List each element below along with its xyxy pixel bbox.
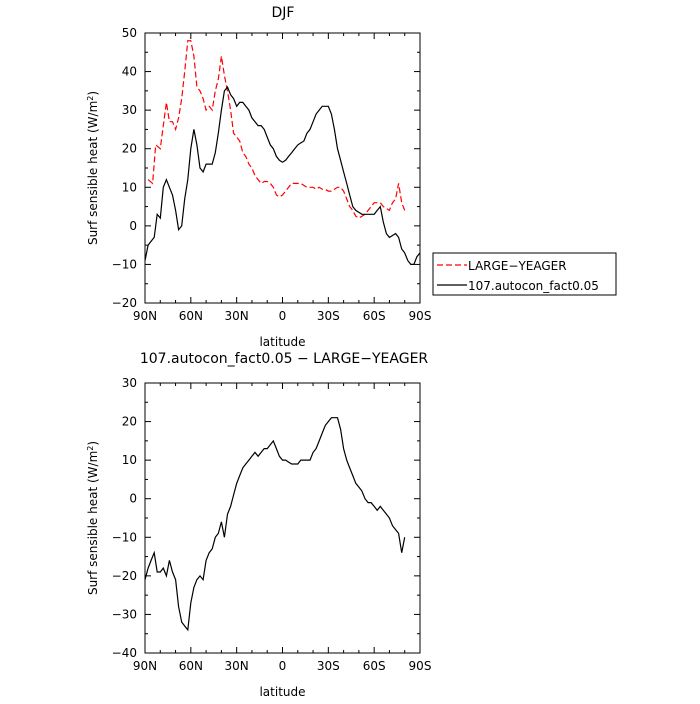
legend-label: 107.autocon_fact0.05 [468, 279, 599, 293]
series-line-107-autocon-fact0-05 [145, 85, 420, 265]
y-axis-label-main: Surf sensible heat (W/m [86, 101, 100, 245]
y-tick-label: 20 [122, 142, 137, 156]
y-axis-label-main: Surf sensible heat (W/m [86, 451, 100, 595]
legend: LARGE−YEAGER 107.autocon_fact0.05 [432, 252, 617, 296]
plot-frame [144, 32, 421, 304]
y-axis-label-sup: 2 [86, 446, 95, 451]
y-axis-label-close: ) [86, 441, 100, 446]
plot-frame [144, 382, 421, 654]
x-tick-label: 30N [225, 659, 249, 673]
y-tick-label: −20 [112, 569, 137, 583]
x-axis-label: latitude [259, 685, 305, 699]
x-tick-label: 90N [133, 309, 157, 323]
chart-title: 107.autocon_fact0.05 − LARGE−YEAGER [140, 351, 429, 367]
x-tick-label: 30S [317, 309, 340, 323]
x-axis-label: latitude [259, 335, 305, 349]
y-tick-label: −10 [112, 530, 137, 544]
y-tick-label: 10 [122, 180, 137, 194]
x-tick-label: 0 [279, 659, 287, 673]
x-tick-label: 60S [363, 659, 386, 673]
y-axis-label-sup: 2 [86, 96, 95, 101]
y-tick-label: 30 [122, 376, 137, 390]
y-tick-label: 30 [122, 103, 137, 117]
y-tick-label: −10 [112, 257, 137, 271]
x-tick-label: 90S [409, 309, 432, 323]
y-tick-label: 50 [122, 26, 137, 40]
y-tick-label: −40 [112, 646, 137, 660]
x-tick-label: 0 [279, 309, 287, 323]
y-axis-label: Surf sensible heat (W/m2) [86, 91, 101, 245]
y-tick-label: 0 [129, 219, 137, 233]
y-axis-label: Surf sensible heat (W/m2) [86, 441, 101, 595]
x-tick-label: 30N [225, 309, 249, 323]
series-line-large-yeager [147, 40, 406, 219]
x-tick-label: 30S [317, 659, 340, 673]
legend-box [432, 252, 617, 296]
y-tick-label: −30 [112, 607, 137, 621]
x-tick-label: 90S [409, 659, 432, 673]
x-tick-label: 60S [363, 309, 386, 323]
chart-title: DJF [272, 5, 295, 21]
legend-label: LARGE−YEAGER [468, 259, 567, 273]
y-axis-label-close: ) [86, 91, 100, 96]
chart-panel-2: 107.autocon_fact0.05 − LARGE−YEAGER 90N 60… [86, 351, 432, 699]
series-line-difference [145, 417, 406, 632]
x-tick-label: 60N [179, 659, 203, 673]
chart-panel-1: DJF 90N 60N 30N 0 30S 60S 90S −20 −10 0 10 20 30 40 50 l… [86, 5, 617, 349]
y-tick-label: −20 [112, 296, 137, 310]
y-tick-label: 0 [129, 492, 137, 506]
x-tick-label: 60N [179, 309, 203, 323]
y-tick-label: 10 [122, 453, 137, 467]
y-tick-label: 40 [122, 65, 137, 79]
x-tick-label: 90N [133, 659, 157, 673]
y-tick-label: 20 [122, 415, 137, 429]
